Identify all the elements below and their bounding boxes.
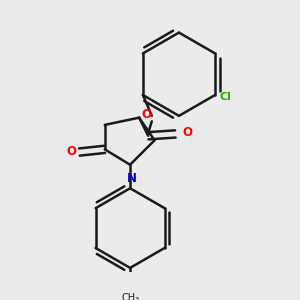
Text: O: O — [66, 145, 76, 158]
Text: O: O — [183, 126, 193, 139]
Text: N: N — [127, 172, 137, 185]
Text: O: O — [141, 108, 152, 122]
Text: CH₃: CH₃ — [121, 293, 139, 300]
Text: Cl: Cl — [220, 92, 231, 102]
